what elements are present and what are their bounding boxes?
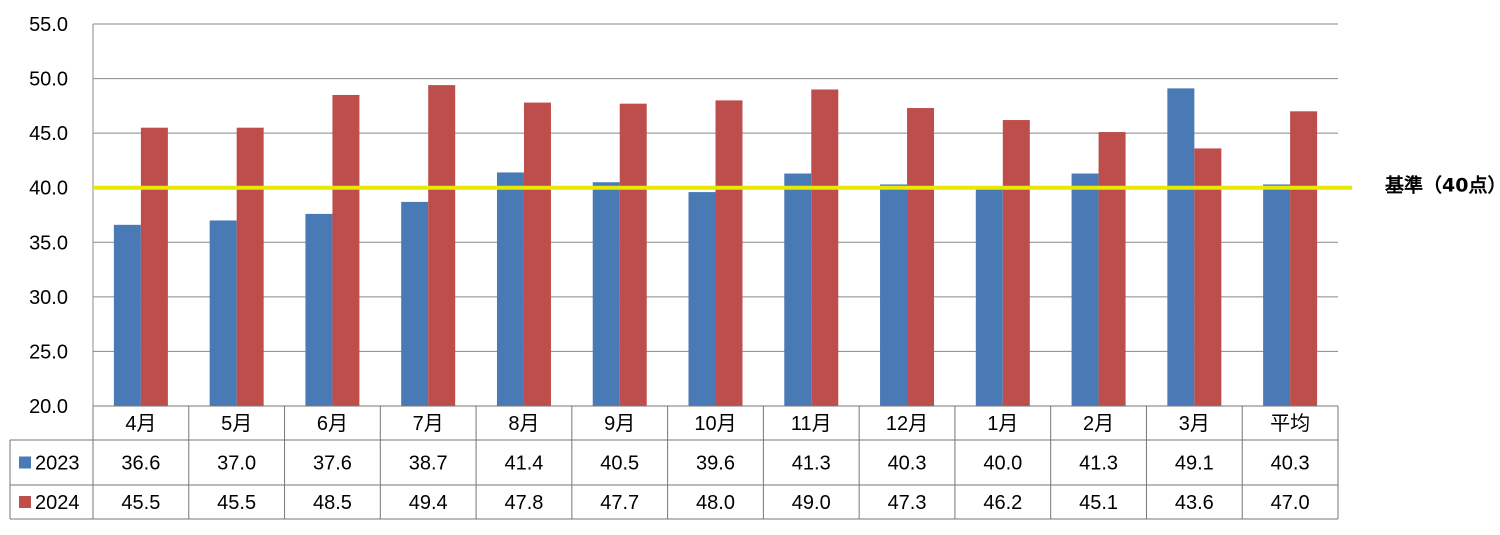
data-label-2023: 49.1 bbox=[1175, 453, 1214, 475]
data-label-2023: 36.6 bbox=[121, 453, 160, 475]
y-axis-ticks: 20.0 25.0 30.0 35.0 40.0 45.0 50.0 55.0 bbox=[29, 14, 68, 418]
data-label-2024: 47.7 bbox=[600, 492, 639, 514]
y-tick-label: 55.0 bbox=[29, 14, 68, 36]
data-label-2023: 37.6 bbox=[313, 453, 352, 475]
data-label-2024: 47.8 bbox=[504, 492, 543, 514]
bar-2024 bbox=[140, 127, 168, 406]
data-label-2024: 48.0 bbox=[696, 492, 735, 514]
legend-key-2023 bbox=[19, 456, 31, 469]
bar-2024 bbox=[523, 102, 551, 406]
y-tick-label: 45.0 bbox=[29, 123, 68, 145]
bar-2023 bbox=[784, 173, 812, 406]
bar-2023 bbox=[1071, 173, 1099, 406]
y-tick-label: 40.0 bbox=[29, 178, 68, 200]
data-label-2024: 47.3 bbox=[888, 492, 927, 514]
data-label-2023: 40.0 bbox=[983, 453, 1022, 475]
reference-line-label: 基準（40点） bbox=[1384, 174, 1500, 197]
data-label-2024: 43.6 bbox=[1175, 492, 1214, 514]
bar-2023 bbox=[592, 182, 620, 406]
bar-2024 bbox=[236, 127, 264, 406]
bar-2024 bbox=[1098, 132, 1126, 406]
data-label-2023: 40.3 bbox=[888, 453, 927, 475]
x-tick-label: 7月 bbox=[413, 413, 444, 435]
bar-2023 bbox=[401, 201, 429, 406]
data-label-2023: 37.0 bbox=[217, 453, 256, 475]
bar-2024 bbox=[715, 100, 743, 407]
bar-2024 bbox=[1194, 148, 1222, 406]
data-label-2023: 38.7 bbox=[409, 453, 448, 475]
x-tick-label: 9月 bbox=[604, 413, 635, 435]
legend-key-2024 bbox=[19, 496, 31, 508]
bar-2024 bbox=[811, 89, 839, 406]
y-tick-label: 20.0 bbox=[29, 396, 68, 418]
x-tick-label: 1月 bbox=[987, 413, 1018, 435]
x-tick-label: 3月 bbox=[1179, 413, 1210, 435]
data-label-2024: 49.4 bbox=[409, 492, 448, 514]
bar-2024 bbox=[907, 108, 935, 406]
x-tick-label: 6月 bbox=[317, 413, 348, 435]
bar-2023 bbox=[305, 213, 333, 406]
x-tick-label: 12月 bbox=[886, 413, 928, 435]
reference-line-group: 基準（40点） bbox=[93, 174, 1500, 197]
data-label-2023: 41.3 bbox=[1079, 453, 1118, 475]
bar-2023 bbox=[880, 184, 908, 406]
x-tick-label: 10月 bbox=[694, 413, 736, 435]
data-label-2024: 48.5 bbox=[313, 492, 352, 514]
y-tick-label: 25.0 bbox=[29, 341, 68, 363]
y-tick-label: 35.0 bbox=[29, 232, 68, 254]
data-label-2024: 47.0 bbox=[1271, 492, 1310, 514]
bar-2023 bbox=[113, 224, 141, 406]
bar-2024 bbox=[1002, 120, 1030, 406]
data-label-2024: 49.0 bbox=[792, 492, 831, 514]
x-tick-label: 4月 bbox=[125, 413, 156, 435]
data-label-2024: 45.5 bbox=[217, 492, 256, 514]
x-tick-label: 11月 bbox=[791, 413, 832, 435]
data-label-2023: 40.5 bbox=[600, 453, 639, 475]
bar-2024 bbox=[619, 103, 647, 406]
y-tick-label: 30.0 bbox=[29, 287, 68, 309]
legend-label-2024: 2024 bbox=[35, 492, 80, 514]
data-label-2024: 46.2 bbox=[983, 492, 1022, 514]
data-label-2023: 41.4 bbox=[504, 453, 543, 475]
bar-2023 bbox=[975, 187, 1003, 406]
x-tick-label: 5月 bbox=[221, 413, 252, 435]
data-label-2023: 39.6 bbox=[696, 453, 735, 475]
x-tick-label: 2月 bbox=[1083, 413, 1114, 435]
bar-2023 bbox=[688, 192, 716, 406]
data-label-2023: 41.3 bbox=[792, 453, 831, 475]
y-tick-label: 50.0 bbox=[29, 69, 68, 91]
data-table: 4月 5月 6月 7月 8月 9月 10月 11月 12月 1月 2月 3月 平均 2023 36.6 37.… bbox=[9, 405, 1339, 520]
bar-2023 bbox=[1167, 88, 1195, 406]
bars bbox=[113, 85, 1318, 407]
data-label-2024: 45.1 bbox=[1079, 492, 1118, 514]
bar-2023 bbox=[496, 172, 524, 406]
legend-label-2023: 2023 bbox=[35, 453, 80, 475]
x-tick-label: 平均 bbox=[1270, 412, 1310, 435]
data-label-2024: 45.5 bbox=[121, 492, 160, 514]
bar-2024 bbox=[428, 85, 456, 407]
x-tick-label: 8月 bbox=[508, 413, 539, 435]
data-label-2023: 40.3 bbox=[1271, 453, 1310, 475]
bar-2024 bbox=[1290, 111, 1318, 407]
bar-2023 bbox=[209, 220, 237, 406]
bar-2024 bbox=[332, 94, 360, 406]
bar-2023 bbox=[1263, 184, 1291, 406]
